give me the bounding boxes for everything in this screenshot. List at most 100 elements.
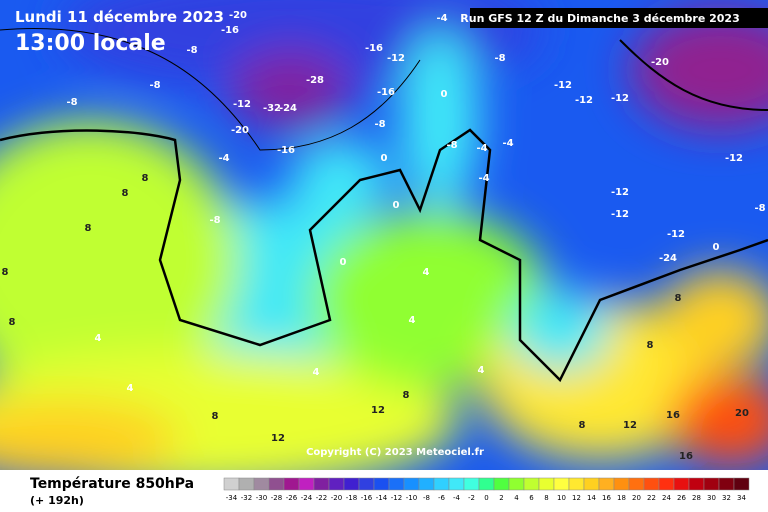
contour bbox=[619, 39, 768, 111]
scale-swatch bbox=[238, 477, 255, 491]
scale-swatch bbox=[283, 477, 300, 491]
run-info: Run GFS 12 Z du Dimanche 3 décembre 2023 bbox=[460, 12, 739, 25]
scale-label: 24 bbox=[662, 494, 671, 502]
isotherm-label: -12 bbox=[611, 187, 629, 198]
scale-swatch bbox=[313, 477, 330, 491]
color-scale: -34 -32 -30 -28 -26 -24 -22 -20 -18 -16 -14 -12 -10-… bbox=[223, 477, 750, 502]
isotherm-label: 8 bbox=[9, 317, 16, 328]
isotherm-label: 4 bbox=[127, 383, 134, 394]
isotherm-label: -4 bbox=[436, 13, 447, 24]
scale-label: 8 bbox=[544, 494, 548, 502]
scale-label: 28 bbox=[692, 494, 701, 502]
isotherm-label: -8 bbox=[754, 203, 765, 214]
footer-title: Température 850hPa bbox=[30, 476, 194, 492]
scale-label: -26 bbox=[286, 494, 298, 502]
scale-swatch bbox=[628, 477, 645, 491]
scale-label: -34 bbox=[226, 494, 238, 502]
scale-swatch bbox=[508, 477, 525, 491]
isotherm-label: -28 bbox=[306, 75, 324, 86]
scale-label: 10 bbox=[557, 494, 566, 502]
scale-label: -10 bbox=[406, 494, 417, 502]
scale-swatch bbox=[733, 477, 750, 491]
scale-swatch bbox=[328, 477, 345, 491]
isotherm-label: -4 bbox=[218, 153, 229, 164]
scale-swatch bbox=[298, 477, 315, 491]
scale-swatch bbox=[418, 477, 435, 491]
scale-swatch bbox=[553, 477, 570, 491]
isotherm-label: 4 bbox=[423, 267, 430, 278]
scale-label: 2 bbox=[499, 494, 503, 502]
isotherm-label: -20 bbox=[231, 125, 249, 136]
scale-label: -30 bbox=[256, 494, 267, 502]
scale-swatch bbox=[718, 477, 735, 491]
isotherm-label: 8 bbox=[85, 223, 92, 234]
isotherm-label: 16 bbox=[679, 451, 693, 462]
scale-label: -22 bbox=[316, 494, 327, 502]
map-time: 13:00 locale bbox=[15, 31, 166, 56]
scale-swatch bbox=[253, 477, 270, 491]
isotherm-label: -8 bbox=[149, 80, 160, 91]
scale-label: 32 bbox=[722, 494, 731, 502]
footer bbox=[0, 470, 768, 512]
scale-label: -14 bbox=[376, 494, 388, 502]
isotherm-label: -20 bbox=[229, 10, 247, 21]
scale-label: 0 bbox=[484, 494, 488, 502]
scale-label: 16 bbox=[602, 494, 611, 502]
isotherm-label: 16 bbox=[666, 410, 680, 421]
isotherm-label: 8 bbox=[579, 420, 586, 431]
isotherm-label: 8 bbox=[403, 390, 410, 401]
isotherm-label: -4 bbox=[478, 173, 489, 184]
isotherm-label: 8 bbox=[212, 411, 219, 422]
isotherm-label: -16 bbox=[377, 87, 395, 98]
isotherm-label: -8 bbox=[66, 97, 77, 108]
scale-swatch bbox=[493, 477, 510, 491]
scale-label: -12 bbox=[391, 494, 402, 502]
isotherm-label: 4 bbox=[478, 365, 485, 376]
scale-swatch bbox=[643, 477, 660, 491]
isotherm-label: 12 bbox=[371, 405, 385, 416]
isotherm-label: 0 bbox=[713, 242, 720, 253]
isotherm-label: -8 bbox=[374, 119, 385, 130]
isotherm-label: -16 bbox=[277, 145, 295, 156]
zero-isotherm bbox=[0, 128, 768, 383]
isotherm-label: -8 bbox=[494, 53, 505, 64]
isotherm-label: 0 bbox=[393, 200, 400, 211]
scale-label: 30 bbox=[707, 494, 716, 502]
footer-lead: (+ 192h) bbox=[30, 494, 84, 507]
scale-label: -2 bbox=[468, 494, 475, 502]
isotherm-label: -12 bbox=[667, 229, 685, 240]
isotherm-label: 4 bbox=[313, 367, 320, 378]
scale-label: 14 bbox=[587, 494, 596, 502]
isotherm-label: -20 bbox=[651, 57, 669, 68]
map-labels: -20-16-8-12-20-32-24-28-16-4-8-8-8888884… bbox=[2, 10, 766, 462]
scale-swatch bbox=[658, 477, 675, 491]
scale-label: 22 bbox=[647, 494, 656, 502]
isotherm-label: -8 bbox=[186, 45, 197, 56]
scale-swatch bbox=[403, 477, 420, 491]
map-date: Lundi 11 décembre 2023 bbox=[15, 8, 224, 26]
scale-label: 34 bbox=[737, 494, 746, 502]
isotherm-label: -24 bbox=[279, 103, 297, 114]
isotherm-label: -12 bbox=[233, 99, 251, 110]
scale-swatch bbox=[613, 477, 630, 491]
contour bbox=[0, 28, 421, 151]
scale-label: -16 bbox=[361, 494, 373, 502]
isotherm-label: 12 bbox=[271, 433, 285, 444]
scale-label: -32 bbox=[241, 494, 252, 502]
isotherm-label: -8 bbox=[209, 215, 220, 226]
scale-label: 12 bbox=[572, 494, 581, 502]
scale-swatch bbox=[433, 477, 450, 491]
scale-label: -4 bbox=[453, 494, 461, 502]
scale-label: -24 bbox=[301, 494, 313, 502]
scale-swatch bbox=[268, 477, 285, 491]
scale-label: -20 bbox=[331, 494, 342, 502]
isotherm-label: -12 bbox=[575, 95, 593, 106]
scale-swatch bbox=[223, 477, 240, 491]
isotherm-label: 4 bbox=[409, 315, 416, 326]
isotherm-label: -4 bbox=[476, 143, 487, 154]
scale-label: 6 bbox=[529, 494, 534, 502]
scale-swatch bbox=[538, 477, 555, 491]
isotherm-label: 8 bbox=[122, 188, 129, 199]
scale-swatch bbox=[673, 477, 690, 491]
